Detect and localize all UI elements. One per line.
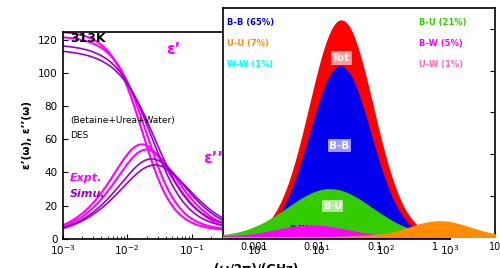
Text: U-U: U-U [442,224,458,233]
Text: B-U: B-U [323,201,342,211]
Text: B-U (21%): B-U (21%) [419,18,467,27]
Text: DES: DES [70,131,88,140]
Text: U-W (1%): U-W (1%) [419,60,463,69]
Text: Simu.: Simu. [70,189,106,199]
Text: B-W (5%): B-W (5%) [419,39,463,48]
Text: B-W: B-W [289,225,308,234]
Y-axis label: ε’(ω), ε’’(ω): ε’(ω), ε’’(ω) [22,101,32,169]
X-axis label: (ω/2π)/(GHz): (ω/2π)/(GHz) [214,263,298,268]
Text: Tot: Tot [332,53,350,63]
Text: ε’: ε’ [166,42,180,57]
Text: U-U (7%): U-U (7%) [226,39,268,48]
Text: B-B: B-B [329,140,349,151]
Text: 313K: 313K [70,32,106,45]
Text: ε’’: ε’’ [203,151,223,166]
Text: (Betaine+Urea+Water): (Betaine+Urea+Water) [70,116,174,125]
Text: Expt.: Expt. [70,173,102,183]
Text: W-W (1%): W-W (1%) [226,60,273,69]
Text: B-B (65%): B-B (65%) [226,18,274,27]
